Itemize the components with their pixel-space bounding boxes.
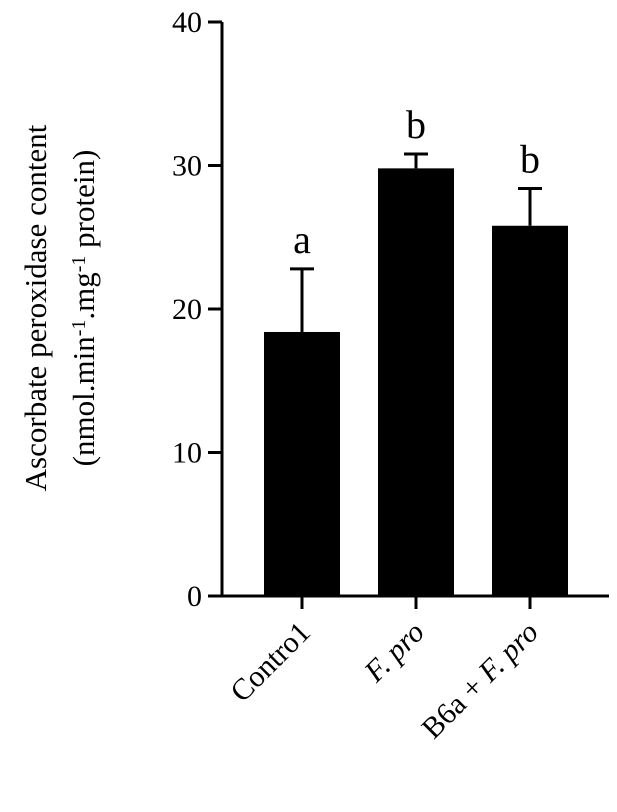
y-label-segment: .mg — [66, 272, 101, 319]
significance-letter: b — [406, 102, 426, 147]
y-axis-label-line1: Ascorbate peroxidase content — [18, 124, 53, 491]
bars — [264, 152, 568, 596]
bar — [492, 225, 568, 596]
error-bar — [290, 267, 314, 332]
y-label-superscript: -1 — [68, 320, 90, 337]
x-category-label: B6a + F. pro — [415, 616, 545, 746]
bar — [378, 168, 454, 596]
y-axis-label-line2: (nmol.min-1.mg-1 protein) — [66, 150, 101, 467]
bar — [264, 331, 340, 596]
y-label-segment: protein) — [66, 150, 101, 256]
significance-letter: a — [293, 217, 311, 262]
error-bar — [518, 186, 542, 226]
category-label-segment: F. pro — [357, 616, 431, 690]
y-tick-label: 20 — [172, 293, 202, 326]
y-label-segment: (nmol.min — [66, 336, 101, 467]
y-tick-label: 10 — [172, 437, 202, 470]
significance-letter: b — [520, 136, 540, 181]
y-axis-label: Ascorbate peroxidase content (nmol.min-1… — [18, 124, 101, 491]
y-label-superscript: -1 — [68, 256, 90, 273]
category-label-segment: Contro1 — [224, 616, 317, 709]
error-bar — [404, 152, 428, 169]
y-tick-label: 0 — [187, 580, 202, 613]
x-category-label: Contro1 — [224, 616, 317, 709]
x-category-label: F. pro — [357, 616, 431, 690]
y-tick-label: 40 — [172, 6, 202, 39]
y-tick-label: 30 — [172, 150, 202, 183]
